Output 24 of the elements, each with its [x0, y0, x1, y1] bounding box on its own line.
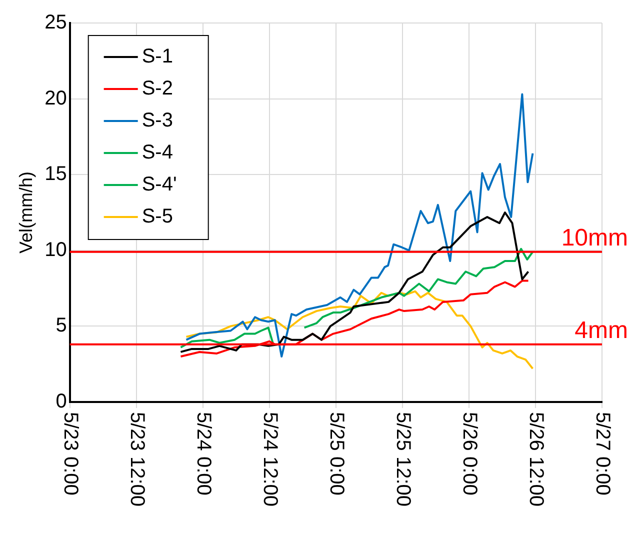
legend-label: S-5 — [142, 206, 173, 228]
ref-line-label: 4mm — [574, 317, 628, 344]
x-tick-label: 5/23 0:00 — [59, 412, 82, 496]
y-tick-label: 5 — [56, 314, 67, 337]
x-tick-label: 5/24 12:00 — [258, 412, 281, 507]
x-tick-label: 5/23 12:00 — [126, 412, 148, 507]
x-tick-label: 5/25 12:00 — [392, 412, 414, 507]
y-tick-label: 10 — [44, 238, 67, 261]
y-axis-title: Vel(mm/h) — [16, 171, 36, 254]
y-tick-label: 15 — [44, 163, 67, 186]
x-tick-label: 5/26 0:00 — [458, 412, 480, 496]
legend-label: S-4 — [142, 142, 173, 164]
ref-line-label: 10mm — [561, 224, 628, 252]
legend-label: S-3 — [142, 110, 173, 132]
y-tick-label: 0 — [56, 390, 67, 413]
legend-label: S-1 — [142, 46, 173, 68]
legend-label: S-2 — [142, 78, 173, 100]
y-tick-label: 25 — [44, 12, 67, 34]
x-tick-label: 5/24 0:00 — [192, 412, 214, 496]
y-tick-label: 20 — [44, 87, 67, 110]
x-tick-label: 5/26 12:00 — [524, 412, 547, 507]
legend-label: S-4' — [142, 174, 177, 196]
x-tick-label: 5/27 0:00 — [591, 412, 614, 496]
x-tick-label: 5/25 0:00 — [325, 412, 348, 496]
